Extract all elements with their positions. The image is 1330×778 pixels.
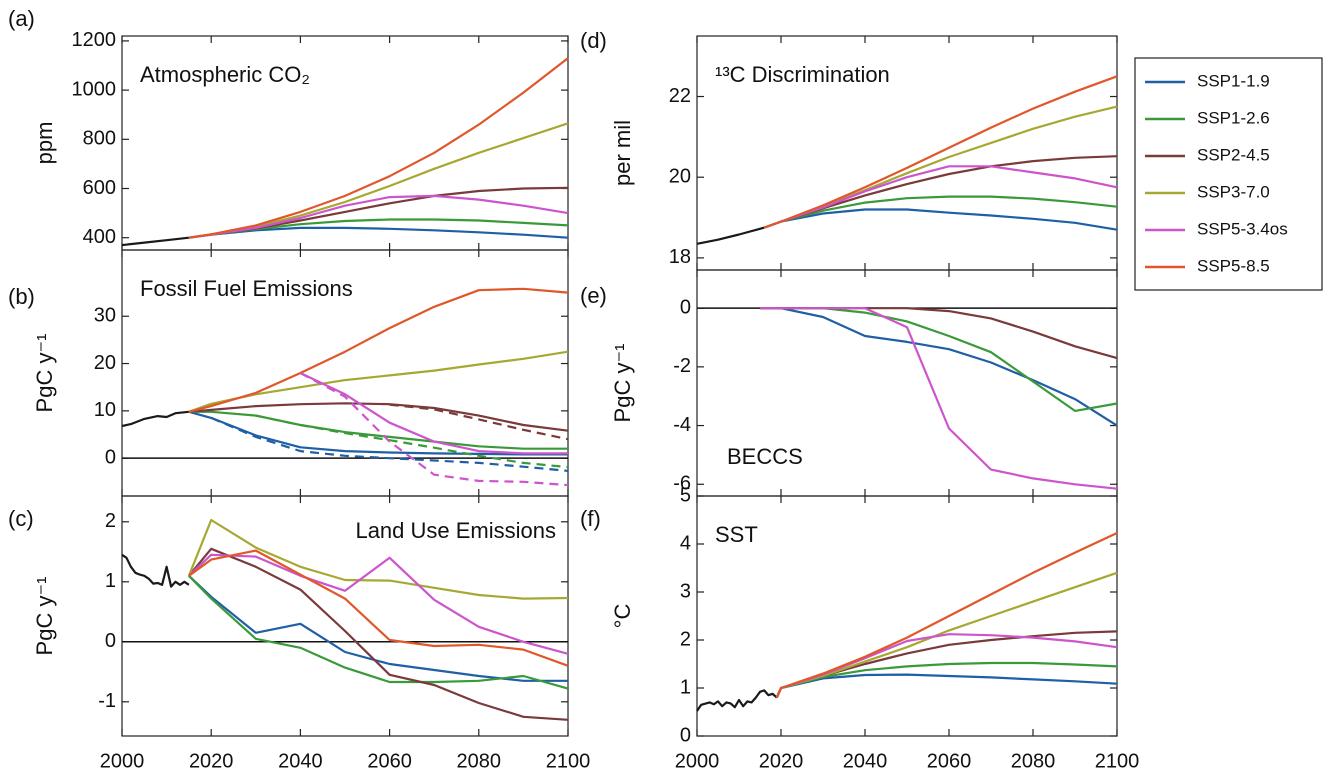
x-tick-label: 2080 — [457, 750, 502, 772]
dashed-line — [255, 414, 569, 469]
dashed-line — [210, 416, 569, 472]
panel-title: Fossil Fuel Emissions — [140, 276, 353, 301]
series-line — [775, 532, 1118, 699]
series-line — [188, 549, 569, 667]
x-tick-label: 2060 — [367, 750, 412, 772]
series-line — [188, 194, 569, 239]
panel-label: (c) — [8, 506, 34, 531]
series-line — [763, 155, 1118, 229]
y-axis-label: per mil — [610, 120, 635, 186]
y-tick-label: 3 — [680, 580, 691, 602]
y-tick-label: 0 — [680, 296, 691, 318]
y-tick-label: 10 — [94, 399, 116, 421]
series-line — [188, 287, 569, 413]
x-tick-label: 2020 — [189, 750, 234, 772]
y-tick-label: -1 — [98, 690, 116, 712]
series-line — [188, 410, 568, 450]
series-line — [696, 226, 765, 245]
y-tick-label: 5 — [680, 484, 691, 506]
y-tick-label: 1 — [680, 676, 691, 698]
series-line — [763, 208, 1118, 231]
series-line — [775, 633, 1118, 699]
axes-frame — [121, 495, 569, 737]
y-tick-label: 0 — [680, 724, 691, 746]
dashed-line — [389, 403, 569, 441]
y-axis-label: PgC y⁻¹ — [32, 334, 57, 413]
y-tick-label: 600 — [83, 177, 116, 199]
x-tick-label: 2040 — [278, 750, 323, 772]
y-tick-label: 1 — [105, 570, 116, 592]
y-tick-label: 4 — [680, 532, 691, 554]
y-tick-label: 800 — [83, 128, 116, 150]
x-tick-label: 2000 — [100, 750, 145, 772]
panel-title: BECCS — [727, 444, 803, 469]
series-line — [763, 75, 1118, 229]
y-axis-label: ppm — [32, 122, 57, 165]
panel-title: Atmospheric CO₂ — [140, 62, 310, 87]
panel-label: (a) — [8, 6, 35, 31]
legend-label: SSP3-7.0 — [1197, 182, 1270, 201]
series-line — [188, 553, 569, 655]
y-tick-label: 20 — [94, 352, 116, 374]
series-line — [188, 575, 569, 690]
dashed-line — [299, 372, 569, 487]
panel-label: (b) — [8, 284, 35, 309]
y-axis-label: PgC y⁻¹ — [610, 344, 635, 423]
y-tick-label: 1200 — [72, 29, 117, 51]
x-tick-label: 2040 — [843, 750, 888, 772]
y-tick-label: 22 — [669, 85, 691, 107]
legend-label: SSP1-2.6 — [1197, 108, 1270, 127]
x-tick-label: 2080 — [1011, 750, 1056, 772]
series-line — [188, 547, 569, 721]
series-line — [760, 307, 1118, 412]
panel-label: (d) — [580, 28, 607, 53]
legend-label: SSP5-3.4os — [1197, 219, 1288, 238]
y-tick-label: 1000 — [72, 78, 117, 100]
y-tick-label: 2 — [680, 628, 691, 650]
series-line — [188, 402, 569, 432]
y-axis-label: °C — [610, 604, 635, 629]
panel-title: ¹³C Discrimination — [715, 62, 890, 87]
y-tick-label: -2 — [673, 355, 691, 377]
x-tick-label: 2060 — [927, 750, 972, 772]
series-line — [760, 307, 1118, 490]
y-axis-label: PgC y⁻¹ — [32, 577, 57, 656]
series-line — [188, 57, 569, 239]
series-line — [760, 307, 1118, 427]
y-tick-label: 400 — [83, 226, 116, 248]
series-line — [121, 553, 190, 588]
x-tick-label: 2000 — [675, 750, 720, 772]
series-line — [763, 195, 1118, 229]
legend-label: SSP1-1.9 — [1197, 71, 1270, 90]
series-line — [188, 350, 569, 413]
y-tick-label: 30 — [94, 305, 116, 327]
legend-box — [1134, 57, 1323, 291]
y-tick-label: 0 — [105, 630, 116, 652]
panel-label: (e) — [580, 283, 607, 308]
panel-title: Land Use Emissions — [355, 518, 556, 543]
series-line — [775, 673, 1118, 699]
series-line — [121, 410, 190, 428]
x-tick-label: 2100 — [546, 750, 591, 772]
y-tick-label: 2 — [105, 510, 116, 532]
y-tick-label: 18 — [669, 246, 691, 268]
y-tick-label: -6 — [673, 473, 691, 495]
y-tick-label: 20 — [669, 165, 691, 187]
x-tick-label: 2100 — [1095, 750, 1140, 772]
legend-label: SSP5-8.5 — [1197, 256, 1270, 275]
y-tick-label: 0 — [105, 446, 116, 468]
series-line — [187, 518, 569, 600]
series-line — [299, 372, 568, 455]
panel-label: (f) — [580, 506, 601, 531]
axes-frame — [696, 495, 1118, 737]
x-tick-label: 2020 — [759, 750, 804, 772]
series-line — [696, 689, 778, 712]
legend-label: SSP2-4.5 — [1197, 145, 1270, 164]
panel-title: SST — [715, 522, 758, 547]
series-line — [121, 236, 190, 247]
y-tick-label: -4 — [673, 414, 691, 436]
